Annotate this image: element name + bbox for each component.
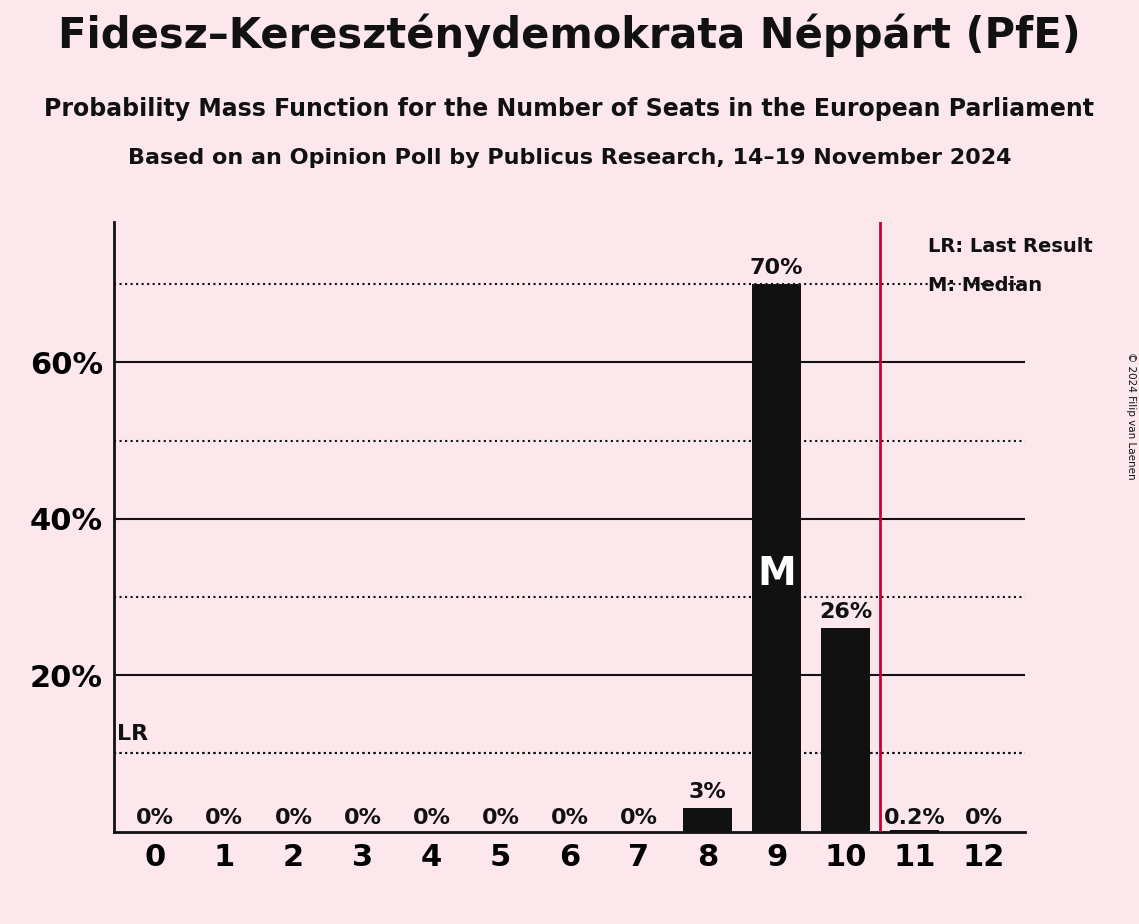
Bar bbox=[753, 285, 801, 832]
Text: 0%: 0% bbox=[344, 808, 382, 829]
Bar bbox=[683, 808, 731, 832]
Bar bbox=[821, 628, 870, 832]
Text: 0%: 0% bbox=[620, 808, 657, 829]
Text: 0%: 0% bbox=[137, 808, 174, 829]
Text: M: M bbox=[757, 555, 796, 593]
Text: 0%: 0% bbox=[274, 808, 312, 829]
Text: 70%: 70% bbox=[749, 258, 803, 278]
Text: 0.2%: 0.2% bbox=[884, 808, 945, 829]
Bar bbox=[891, 830, 939, 832]
Text: Fidesz–Kereszténydemokrata Néppárt (PfE): Fidesz–Kereszténydemokrata Néppárt (PfE) bbox=[58, 14, 1081, 57]
Text: LR: Last Result: LR: Last Result bbox=[928, 237, 1093, 256]
Text: M: Median: M: Median bbox=[928, 276, 1042, 296]
Text: LR: LR bbox=[117, 724, 148, 744]
Text: Based on an Opinion Poll by Publicus Research, 14–19 November 2024: Based on an Opinion Poll by Publicus Res… bbox=[128, 148, 1011, 168]
Text: 0%: 0% bbox=[412, 808, 450, 829]
Text: 0%: 0% bbox=[965, 808, 1002, 829]
Text: 0%: 0% bbox=[205, 808, 244, 829]
Text: 3%: 3% bbox=[689, 782, 727, 802]
Text: 26%: 26% bbox=[819, 602, 872, 622]
Text: © 2024 Filip van Laenen: © 2024 Filip van Laenen bbox=[1126, 352, 1136, 480]
Text: 0%: 0% bbox=[482, 808, 519, 829]
Text: 0%: 0% bbox=[550, 808, 589, 829]
Text: Probability Mass Function for the Number of Seats in the European Parliament: Probability Mass Function for the Number… bbox=[44, 97, 1095, 121]
